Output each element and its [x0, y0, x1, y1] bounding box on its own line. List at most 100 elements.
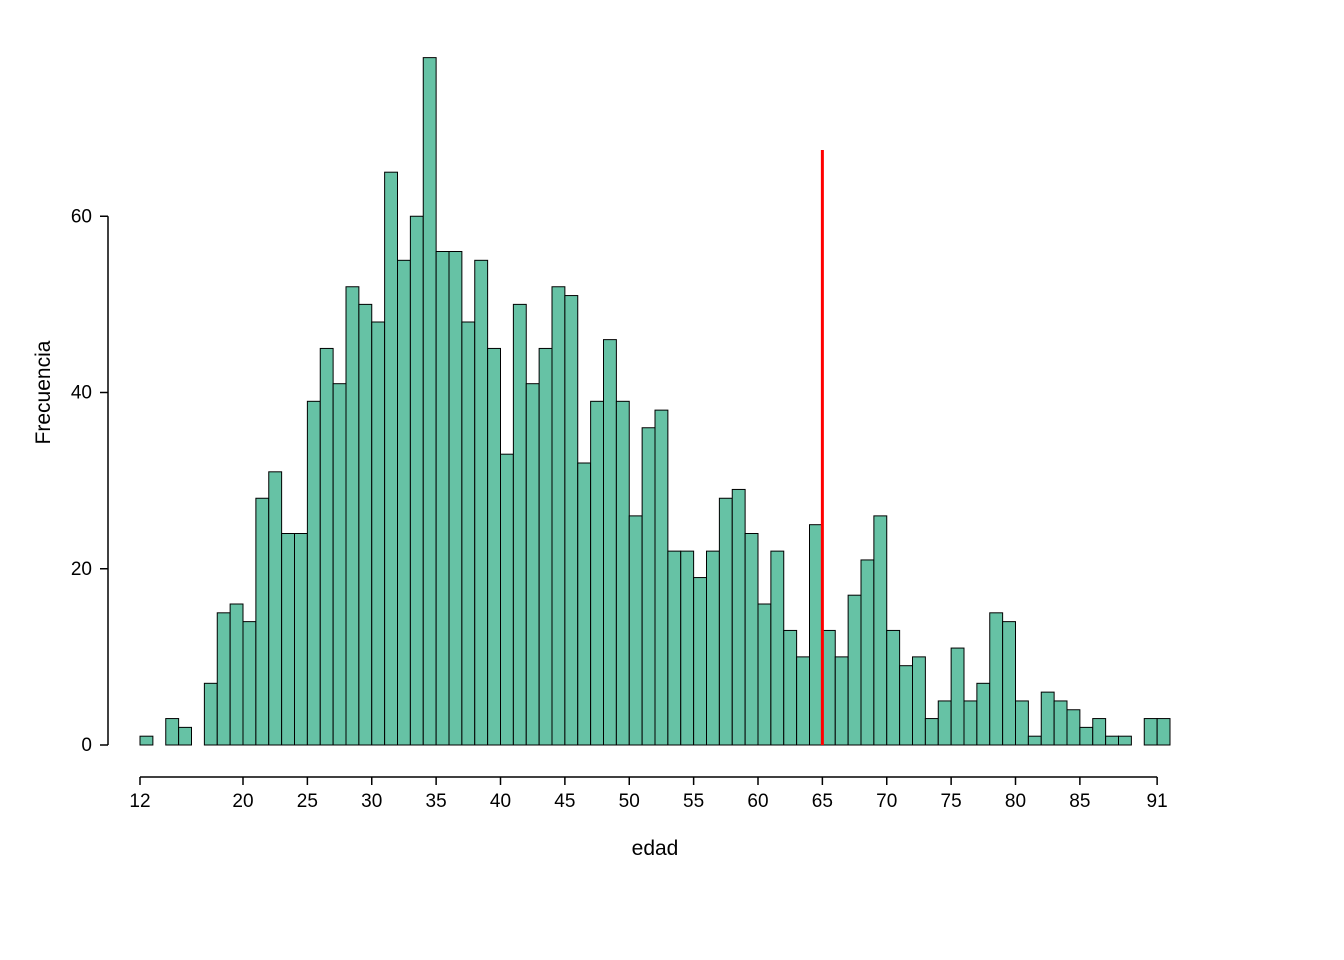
histogram-bar	[913, 657, 926, 745]
y-axis-label: Frecuencia	[32, 340, 55, 444]
histogram-bar	[925, 719, 938, 745]
histogram-chart: 12 20 25 30 35 40 45 50 55 60 65 70 75 80 85 91 edad 0 20 4…	[0, 0, 1344, 960]
histogram-bar	[513, 304, 526, 745]
x-tick-label: 55	[683, 791, 704, 812]
histogram-bar	[694, 578, 707, 745]
histogram-bar	[707, 551, 720, 745]
x-tick-label: 70	[876, 791, 897, 812]
histogram-bar	[1144, 719, 1157, 745]
histogram-bar	[822, 630, 835, 745]
chart-bg	[0, 0, 1344, 960]
histogram-bar	[204, 683, 217, 745]
histogram-bar	[552, 287, 565, 745]
histogram-bar	[526, 384, 539, 745]
histogram-bar	[410, 216, 423, 745]
histogram-bar	[1028, 736, 1041, 745]
x-tick-label: 60	[747, 791, 768, 812]
histogram-bar	[655, 410, 668, 745]
histogram-bar	[140, 736, 153, 745]
histogram-bar	[616, 401, 629, 745]
histogram-bar	[938, 701, 951, 745]
histogram-bar	[835, 657, 848, 745]
histogram-bar	[771, 551, 784, 745]
histogram-bar	[861, 560, 874, 745]
histogram-bar	[1003, 622, 1016, 745]
x-tick-label: 20	[232, 791, 253, 812]
histogram-bar	[333, 384, 346, 745]
histogram-bar	[810, 525, 823, 745]
histogram-bar	[488, 348, 501, 745]
histogram-bar	[964, 701, 977, 745]
x-tick-label: 85	[1069, 791, 1090, 812]
histogram-bar	[423, 58, 436, 745]
x-tick-label: 25	[297, 791, 318, 812]
histogram-bar	[668, 551, 681, 745]
x-tick-label: 30	[361, 791, 382, 812]
histogram-bar	[1106, 736, 1119, 745]
histogram-bar	[256, 498, 269, 745]
histogram-bar	[848, 595, 861, 745]
histogram-bar	[295, 534, 308, 746]
x-tick-label: 50	[619, 791, 640, 812]
x-tick-label: 12	[129, 791, 150, 812]
histogram-bar	[282, 534, 295, 746]
x-tick-label: 40	[490, 791, 511, 812]
histogram-bar	[1016, 701, 1029, 745]
x-tick-label: 65	[812, 791, 833, 812]
histogram-bar	[385, 172, 398, 745]
histogram-bar	[359, 304, 372, 745]
histogram-bar	[230, 604, 243, 745]
histogram-bar	[243, 622, 256, 745]
histogram-bar	[269, 472, 282, 745]
histogram-bar	[501, 454, 514, 745]
histogram-bar	[797, 657, 810, 745]
histogram-bar	[604, 340, 617, 745]
histogram-bar	[887, 630, 900, 745]
x-tick-label: 80	[1005, 791, 1026, 812]
x-tick-label: 35	[426, 791, 447, 812]
histogram-bar	[307, 401, 320, 745]
histogram-bar	[475, 260, 488, 745]
histogram-bar	[166, 719, 179, 745]
y-tick-label: 0	[81, 735, 92, 756]
histogram-bar	[977, 683, 990, 745]
histogram-bar	[539, 348, 552, 745]
y-tick-label: 40	[71, 383, 92, 404]
histogram-bar	[346, 287, 359, 745]
histogram-bar	[1080, 727, 1093, 745]
histogram-bar	[565, 296, 578, 745]
x-tick-label: 91	[1147, 791, 1168, 812]
histogram-bar	[449, 252, 462, 746]
histogram-bar	[758, 604, 771, 745]
histogram-bar	[642, 428, 655, 745]
histogram-bar	[629, 516, 642, 745]
chart-svg: 12 20 25 30 35 40 45 50 55 60 65 70 75 80 85 91 edad 0 20 4…	[0, 0, 1344, 960]
histogram-bar	[217, 613, 230, 745]
x-tick-label: 75	[941, 791, 962, 812]
histogram-bar	[462, 322, 475, 745]
y-tick-label: 20	[71, 559, 92, 580]
histogram-bar	[1157, 719, 1170, 745]
histogram-bar	[719, 498, 732, 745]
histogram-bar	[436, 252, 449, 746]
histogram-bar	[179, 727, 192, 745]
histogram-bar	[784, 630, 797, 745]
histogram-bar	[372, 322, 385, 745]
histogram-bar	[681, 551, 694, 745]
histogram-bar	[874, 516, 887, 745]
histogram-bar	[900, 666, 913, 745]
histogram-bar	[398, 260, 411, 745]
y-tick-label: 60	[71, 206, 92, 227]
histogram-bar	[951, 648, 964, 745]
histogram-bar	[591, 401, 604, 745]
histogram-bar	[990, 613, 1003, 745]
histogram-bar	[1093, 719, 1106, 745]
histogram-bar	[1041, 692, 1054, 745]
x-tick-label: 45	[554, 791, 575, 812]
histogram-bar	[1054, 701, 1067, 745]
x-axis-label: edad	[632, 837, 679, 860]
histogram-bar	[578, 463, 591, 745]
histogram-bar	[1119, 736, 1132, 745]
histogram-bar	[1067, 710, 1080, 745]
histogram-bar	[320, 348, 333, 745]
